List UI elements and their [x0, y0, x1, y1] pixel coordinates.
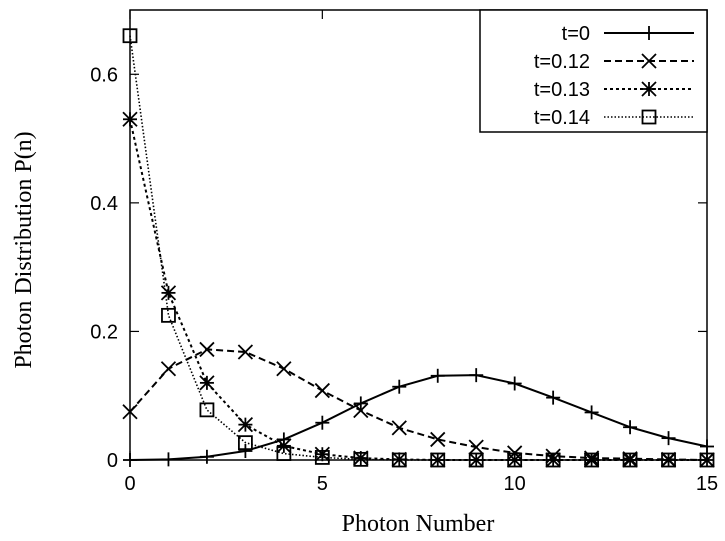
data-point [584, 452, 599, 468]
legend-label: t=0.13 [534, 79, 590, 101]
data-point [392, 379, 407, 394]
data-point [430, 431, 446, 448]
legend-entry: t=0.12 [534, 51, 694, 73]
data-point [507, 452, 523, 468]
data-point [315, 415, 330, 430]
legend-label: t=0.12 [534, 51, 590, 73]
data-point [199, 375, 215, 391]
data-point [391, 420, 407, 436]
legend-label: t=0 [562, 23, 590, 45]
data-point [160, 285, 177, 301]
data-point [469, 368, 484, 383]
legend-marker [642, 26, 656, 40]
data-point [584, 405, 599, 420]
series-t=0 [123, 368, 714, 467]
data-point [314, 382, 330, 399]
data-point [238, 444, 253, 458]
data-point [276, 361, 292, 377]
data-point [199, 449, 214, 464]
data-point [314, 446, 330, 462]
legend: t=0 t=0.12 t=0.13 t=0.14 [479, 9, 708, 133]
data-point [623, 420, 638, 435]
y-tick-label: 0.4 [90, 193, 118, 215]
data-point [237, 344, 254, 360]
data-point [391, 452, 407, 468]
data-point [546, 390, 561, 405]
x-axis-label: Photon Number [342, 511, 495, 537]
legend-marker [641, 109, 657, 125]
x-tick-label: 5 [317, 473, 328, 495]
legend-entry: t=0.13 [534, 79, 694, 101]
data-point [276, 438, 292, 454]
data-point [430, 368, 445, 383]
data-point [314, 450, 330, 465]
series-line [129, 348, 708, 461]
axis-ticks: 0 5 10 15 0 0.2 0.4 0.6 [90, 10, 718, 495]
data-point [545, 452, 561, 468]
data-point [161, 307, 176, 323]
data-point [122, 404, 138, 420]
legend-marker [641, 81, 657, 97]
series-layer [122, 28, 715, 468]
data-point [661, 452, 676, 468]
data-point [122, 111, 138, 127]
legend-box [479, 9, 708, 133]
data-point [353, 402, 369, 419]
data-point [353, 396, 368, 411]
data-point [430, 452, 446, 468]
data-point [468, 439, 484, 455]
data-point [622, 452, 638, 468]
legend-entry: t=0.14 [534, 107, 694, 129]
data-point [237, 435, 253, 451]
series-t=0.14 [122, 28, 715, 468]
y-tick-label: 0.2 [90, 321, 118, 343]
legend-entry: t=0 [562, 23, 694, 45]
y-axis-label: Photon Distribution P(n) [11, 131, 37, 368]
data-point [199, 402, 215, 418]
y-tick-label: 0.6 [90, 64, 118, 86]
data-point [122, 28, 138, 44]
x-tick-label: 10 [504, 473, 526, 495]
data-point [199, 341, 215, 358]
series-t=0.12 [122, 341, 715, 468]
data-point [353, 451, 369, 467]
series-t=0.13 [122, 111, 715, 468]
x-tick-label: 15 [696, 473, 718, 495]
series-line [129, 119, 707, 461]
series-line [129, 374, 708, 461]
data-point [160, 361, 177, 377]
data-point [161, 452, 176, 467]
data-point [507, 376, 522, 391]
data-point [468, 452, 484, 468]
data-point [276, 446, 292, 461]
data-point [661, 431, 676, 446]
data-point [699, 452, 715, 468]
x-tick-label: 0 [124, 473, 135, 495]
y-tick-label: 0 [107, 450, 118, 472]
data-point [123, 453, 137, 467]
legend-label: t=0.14 [534, 107, 590, 129]
data-point [700, 439, 714, 454]
data-point [237, 417, 254, 433]
series-line [129, 35, 707, 461]
legend-marker [641, 53, 657, 69]
